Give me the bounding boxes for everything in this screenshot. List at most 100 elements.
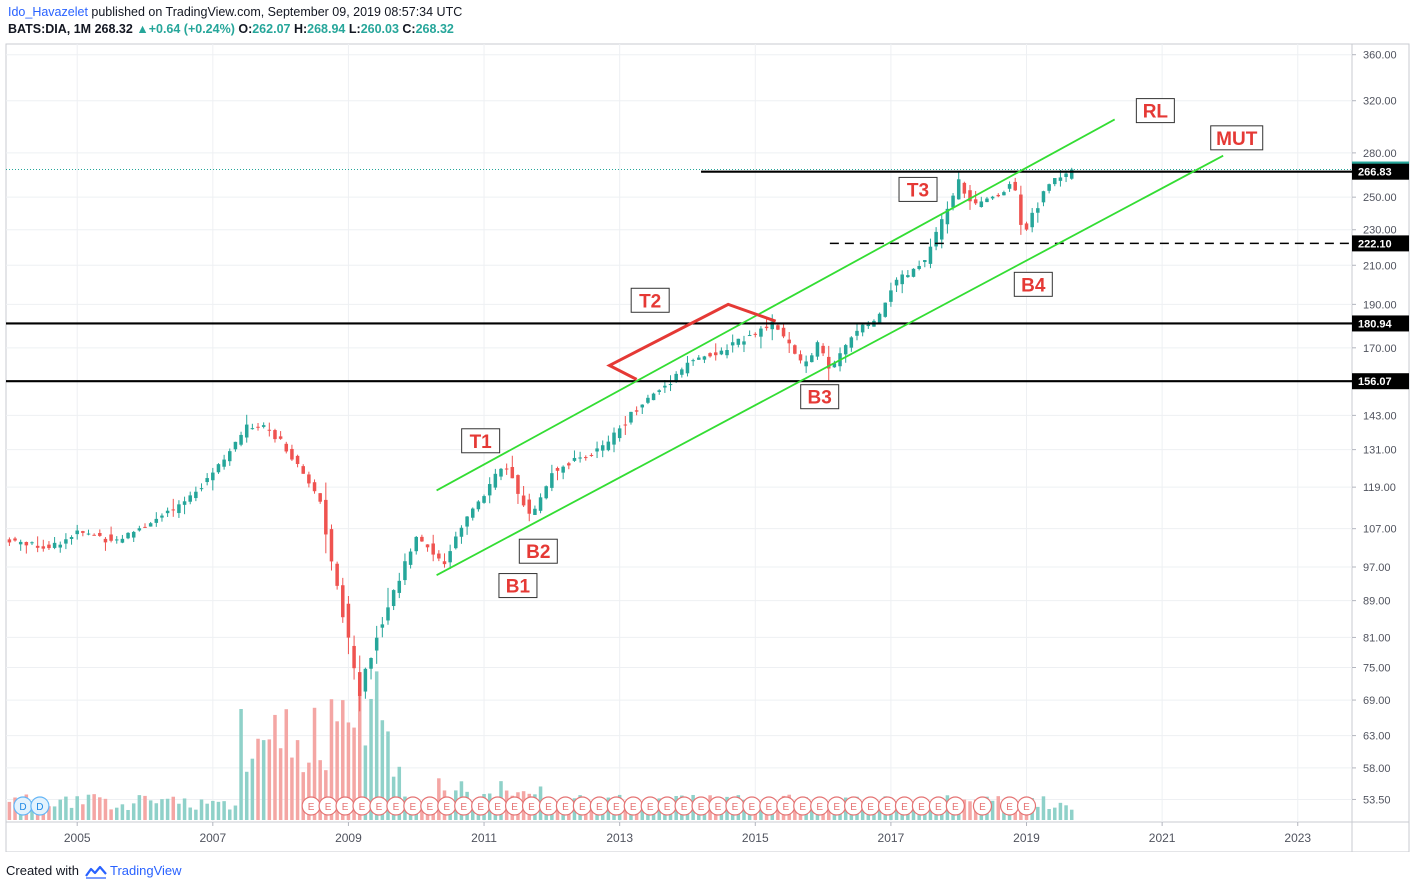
candle-body[interactable]	[702, 356, 707, 360]
candle-body[interactable]	[290, 448, 294, 460]
channel-line[interactable]	[436, 118, 1116, 492]
candle-body[interactable]	[651, 393, 656, 401]
tradingview-brand[interactable]: TradingView	[110, 863, 182, 878]
candle-body[interactable]	[934, 231, 938, 247]
candle-body[interactable]	[115, 539, 119, 541]
candle-body[interactable]	[691, 360, 695, 362]
candle-body[interactable]	[52, 542, 57, 548]
candle-body[interactable]	[1030, 212, 1034, 228]
candle-body[interactable]	[521, 495, 526, 506]
candle-body[interactable]	[883, 302, 888, 317]
candle-body[interactable]	[781, 327, 786, 337]
candle-body[interactable]	[493, 473, 498, 488]
candle-body[interactable]	[369, 658, 373, 669]
candle-body[interactable]	[674, 373, 678, 382]
candle-body[interactable]	[442, 561, 447, 565]
candle-body[interactable]	[414, 536, 418, 552]
candle-body[interactable]	[143, 526, 147, 528]
candle-body[interactable]	[244, 424, 249, 438]
candle-body[interactable]	[1058, 177, 1063, 181]
candle-body[interactable]	[1053, 178, 1057, 185]
author-name[interactable]: Ido_Havazelet	[8, 5, 88, 19]
price-level-tag[interactable]	[1352, 163, 1409, 180]
candle-body[interactable]	[668, 384, 673, 386]
annotation-box[interactable]	[1210, 125, 1264, 151]
candle-body[interactable]	[69, 537, 74, 539]
t2-pattern-line[interactable]	[606, 302, 777, 381]
annotation-box[interactable]	[630, 287, 670, 313]
candle-body[interactable]	[470, 508, 475, 518]
candle-body[interactable]	[634, 410, 639, 412]
dividend-marker[interactable]	[30, 796, 50, 816]
candle-body[interactable]	[787, 339, 791, 344]
candle-body[interactable]	[776, 325, 780, 330]
candle-body[interactable]	[510, 466, 515, 479]
candle-body[interactable]	[713, 352, 718, 356]
candle-body[interactable]	[58, 544, 62, 548]
candle-body[interactable]	[126, 532, 130, 539]
candle-body[interactable]	[1019, 194, 1023, 225]
candle-body[interactable]	[30, 542, 34, 544]
candle-body[interactable]	[109, 534, 113, 541]
candle-body[interactable]	[725, 350, 729, 356]
candle-body[interactable]	[1069, 169, 1074, 179]
candle-body[interactable]	[487, 484, 492, 496]
candle-body[interactable]	[199, 488, 204, 490]
candle-body[interactable]	[1013, 181, 1017, 191]
earnings-marker[interactable]	[972, 796, 993, 816]
candle-body[interactable]	[171, 509, 176, 511]
candle-body[interactable]	[352, 645, 356, 669]
candle-body[interactable]	[64, 539, 68, 544]
candle-body[interactable]	[1002, 192, 1006, 196]
candle-body[interactable]	[657, 390, 661, 393]
candle-body[interactable]	[900, 274, 904, 285]
candle-body[interactable]	[979, 201, 984, 207]
candle-body[interactable]	[329, 529, 334, 562]
candle-body[interactable]	[680, 369, 684, 375]
candle-body[interactable]	[312, 482, 317, 492]
candle-body[interactable]	[595, 448, 599, 452]
candle-body[interactable]	[685, 362, 690, 374]
candle-body[interactable]	[527, 499, 532, 514]
earnings-marker[interactable]	[1016, 796, 1037, 816]
candle-body[interactable]	[589, 454, 594, 456]
candle-body[interactable]	[92, 534, 96, 536]
candle-body[interactable]	[380, 624, 385, 628]
candle-body[interactable]	[793, 345, 797, 354]
candle-body[interactable]	[13, 538, 17, 541]
candle-body[interactable]	[945, 208, 950, 225]
candle-body[interactable]	[47, 544, 51, 549]
candle-body[interactable]	[239, 434, 243, 445]
candle-body[interactable]	[578, 457, 582, 459]
annotation-box[interactable]	[898, 176, 938, 202]
candle-body[interactable]	[753, 333, 758, 335]
candle-body[interactable]	[137, 528, 142, 531]
candle-body[interactable]	[730, 342, 735, 346]
candle-body[interactable]	[41, 546, 46, 549]
candle-body[interactable]	[301, 466, 305, 474]
candle-body[interactable]	[849, 337, 854, 348]
candle-body[interactable]	[459, 527, 464, 537]
candle-body[interactable]	[923, 260, 927, 263]
candle-body[interactable]	[75, 530, 79, 535]
candle-body[interactable]	[295, 455, 300, 464]
candle-body[interactable]	[516, 475, 520, 494]
candle-body[interactable]	[736, 338, 741, 345]
candle-body[interactable]	[770, 321, 774, 330]
candle-body[interactable]	[764, 326, 769, 329]
candle-body[interactable]	[81, 531, 85, 533]
annotation-box[interactable]	[1135, 98, 1175, 124]
candle-body[interactable]	[708, 353, 712, 357]
candle-body[interactable]	[968, 190, 972, 202]
time-axis[interactable]: 2005 2007 2009 2011 2013 2015 2017 2019 2021 2023	[64, 822, 1312, 845]
candle-body[interactable]	[866, 324, 871, 327]
candle-body[interactable]	[1024, 223, 1029, 230]
candle-body[interactable]	[437, 553, 441, 559]
candle-body[interactable]	[24, 541, 29, 546]
candle-body[interactable]	[233, 441, 238, 450]
candle-body[interactable]	[663, 385, 667, 388]
candle-body[interactable]	[973, 199, 978, 204]
candle-body[interactable]	[403, 561, 407, 581]
